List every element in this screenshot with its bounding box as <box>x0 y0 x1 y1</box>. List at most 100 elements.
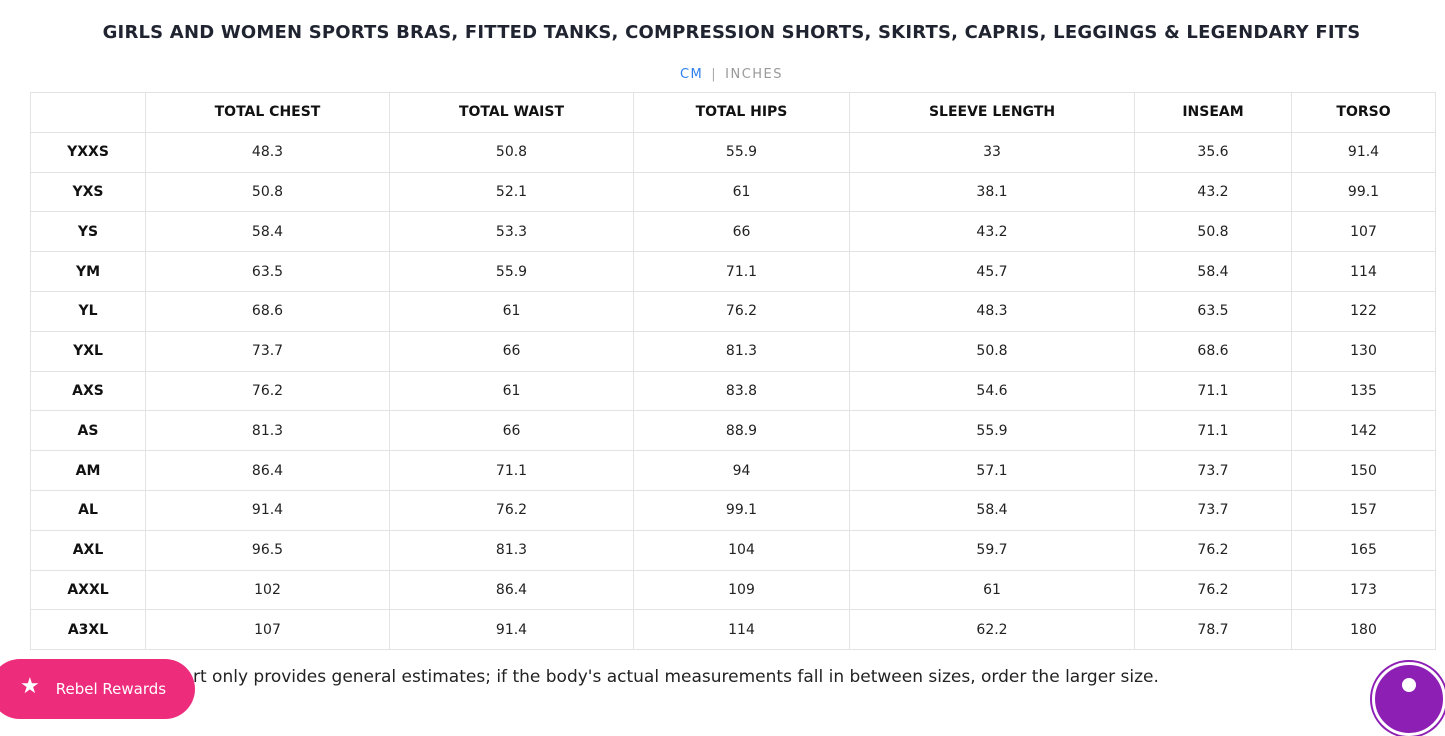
column-header: TORSO <box>1291 92 1436 133</box>
measurement-cell: 58.4 <box>849 489 1135 531</box>
size-label: AL <box>30 489 146 531</box>
measurement-cell: 71.1 <box>389 450 634 491</box>
column-header: INSEAM <box>1134 92 1292 133</box>
unit-toggle: CM | INCHES <box>0 67 1445 82</box>
column-header: TOTAL CHEST <box>145 92 390 133</box>
measurement-cell: 61 <box>389 370 634 412</box>
table-row: AXXL 102 86.4 109 61 76.2 173 <box>30 569 1436 611</box>
measurement-cell: 66 <box>633 211 850 253</box>
measurement-cell: 66 <box>389 330 634 372</box>
measurement-cell: 53.3 <box>389 211 634 253</box>
column-header <box>30 92 146 133</box>
measurement-cell: 99.1 <box>1291 171 1436 213</box>
measurement-cell: 122 <box>1291 290 1436 332</box>
measurement-cell: 104 <box>633 529 850 571</box>
measurement-cell: 38.1 <box>849 171 1135 213</box>
table-row: YS 58.4 53.3 66 43.2 50.8 107 <box>30 211 1436 253</box>
measurement-cell: 173 <box>1291 569 1436 611</box>
size-label: AM <box>30 450 146 491</box>
measurement-cell: 78.7 <box>1134 609 1292 651</box>
table-row: AXL 96.5 81.3 104 59.7 76.2 165 <box>30 529 1436 571</box>
size-label: AXL <box>30 529 146 571</box>
measurement-cell: 58.4 <box>145 211 390 253</box>
measurement-cell: 55.9 <box>389 251 634 292</box>
size-label: YXL <box>30 330 146 372</box>
measurement-cell: 91.4 <box>389 609 634 651</box>
measurement-cell: 71.1 <box>1134 410 1292 452</box>
size-label: YXXS <box>30 131 146 173</box>
size-label: YL <box>30 290 146 332</box>
size-chart-table: TOTAL CHEST TOTAL WAIST TOTAL HIPS SLEEVE L… <box>30 92 1436 651</box>
measurement-cell: 76.2 <box>1134 569 1292 611</box>
table-row: AL 91.4 76.2 99.1 58.4 73.7 157 <box>30 489 1436 531</box>
table-row: YM 63.5 55.9 71.1 45.7 58.4 114 <box>30 251 1436 292</box>
table-row: YXL 73.7 66 81.3 50.8 68.6 130 <box>30 330 1436 372</box>
measurement-cell: 73.7 <box>145 330 390 372</box>
measurement-cell: 81.3 <box>633 330 850 372</box>
measurement-cell: 114 <box>1291 251 1436 292</box>
measurement-cell: 54.6 <box>849 370 1135 412</box>
measurement-cell: 81.3 <box>145 410 390 452</box>
measurement-cell: 62.2 <box>849 609 1135 651</box>
measurement-cell: 91.4 <box>1291 131 1436 173</box>
measurement-cell: 55.9 <box>633 131 850 173</box>
size-label: YM <box>30 251 146 292</box>
measurement-cell: 55.9 <box>849 410 1135 452</box>
measurement-cell: 76.2 <box>145 370 390 412</box>
measurement-cell: 76.2 <box>633 290 850 332</box>
size-label: YS <box>30 211 146 253</box>
size-label: A3XL <box>30 609 146 651</box>
measurement-cell: 96.5 <box>145 529 390 571</box>
measurement-cell: 71.1 <box>1134 370 1292 412</box>
measurement-cell: 86.4 <box>389 569 634 611</box>
table-row: AXS 76.2 61 83.8 54.6 71.1 135 <box>30 370 1436 412</box>
column-header: TOTAL HIPS <box>633 92 850 133</box>
column-header: SLEEVE LENGTH <box>849 92 1135 133</box>
measurement-cell: 142 <box>1291 410 1436 452</box>
measurement-cell: 50.8 <box>145 171 390 213</box>
measurement-cell: 48.3 <box>145 131 390 173</box>
measurement-cell: 66 <box>389 410 634 452</box>
measurement-cell: 135 <box>1291 370 1436 412</box>
rebel-rewards-label: Rebel Rewards <box>55 680 167 698</box>
measurement-cell: 180 <box>1291 609 1436 651</box>
column-header: TOTAL WAIST <box>389 92 634 133</box>
measurement-cell: 88.9 <box>633 410 850 452</box>
measurement-cell: 71.1 <box>633 251 850 292</box>
star-icon: ★ <box>20 674 40 699</box>
measurement-cell: 114 <box>633 609 850 651</box>
measurement-cell: 68.6 <box>1134 330 1292 372</box>
table-row: YXXS 48.3 50.8 55.9 33 35.6 91.4 <box>30 131 1436 173</box>
measurement-cell: 45.7 <box>849 251 1135 292</box>
measurement-cell: 43.2 <box>1134 171 1292 213</box>
page-title: GIRLS AND WOMEN SPORTS BRAS, FITTED TANK… <box>102 22 1361 43</box>
measurement-cell: 57.1 <box>849 450 1135 491</box>
accessibility-button[interactable] <box>1372 662 1445 736</box>
unit-separator: | <box>711 67 718 82</box>
table-row: AM 86.4 71.1 94 57.1 73.7 150 <box>30 450 1436 491</box>
measurement-cell: 99.1 <box>633 489 850 531</box>
measurement-cell: 48.3 <box>849 290 1135 332</box>
measurement-cell: 76.2 <box>389 489 634 531</box>
unit-cm-button[interactable]: CM <box>679 67 704 82</box>
table-row: YL 68.6 61 76.2 48.3 63.5 122 <box>30 290 1436 332</box>
measurement-cell: 52.1 <box>389 171 634 213</box>
measurement-cell: 83.8 <box>633 370 850 412</box>
size-label: YXS <box>30 171 146 213</box>
measurement-cell: 43.2 <box>849 211 1135 253</box>
rebel-rewards-button[interactable]: ★ Rebel Rewards <box>0 659 195 719</box>
unit-inches-button[interactable]: INCHES <box>725 67 784 82</box>
measurement-cell: 94 <box>633 450 850 491</box>
measurement-cell: 61 <box>389 290 634 332</box>
size-label: AS <box>30 410 146 452</box>
measurement-cell: 165 <box>1291 529 1436 571</box>
measurement-cell: 86.4 <box>145 450 390 491</box>
measurement-cell: 68.6 <box>145 290 390 332</box>
measurement-cell: 130 <box>1291 330 1436 372</box>
measurement-cell: 109 <box>633 569 850 611</box>
table-row: YXS 50.8 52.1 61 38.1 43.2 99.1 <box>30 171 1436 213</box>
measurement-cell: 150 <box>1291 450 1436 491</box>
table-header-row: TOTAL CHEST TOTAL WAIST TOTAL HIPS SLEEVE L… <box>30 92 1436 133</box>
measurement-cell: 63.5 <box>145 251 390 292</box>
measurement-cell: 61 <box>849 569 1135 611</box>
